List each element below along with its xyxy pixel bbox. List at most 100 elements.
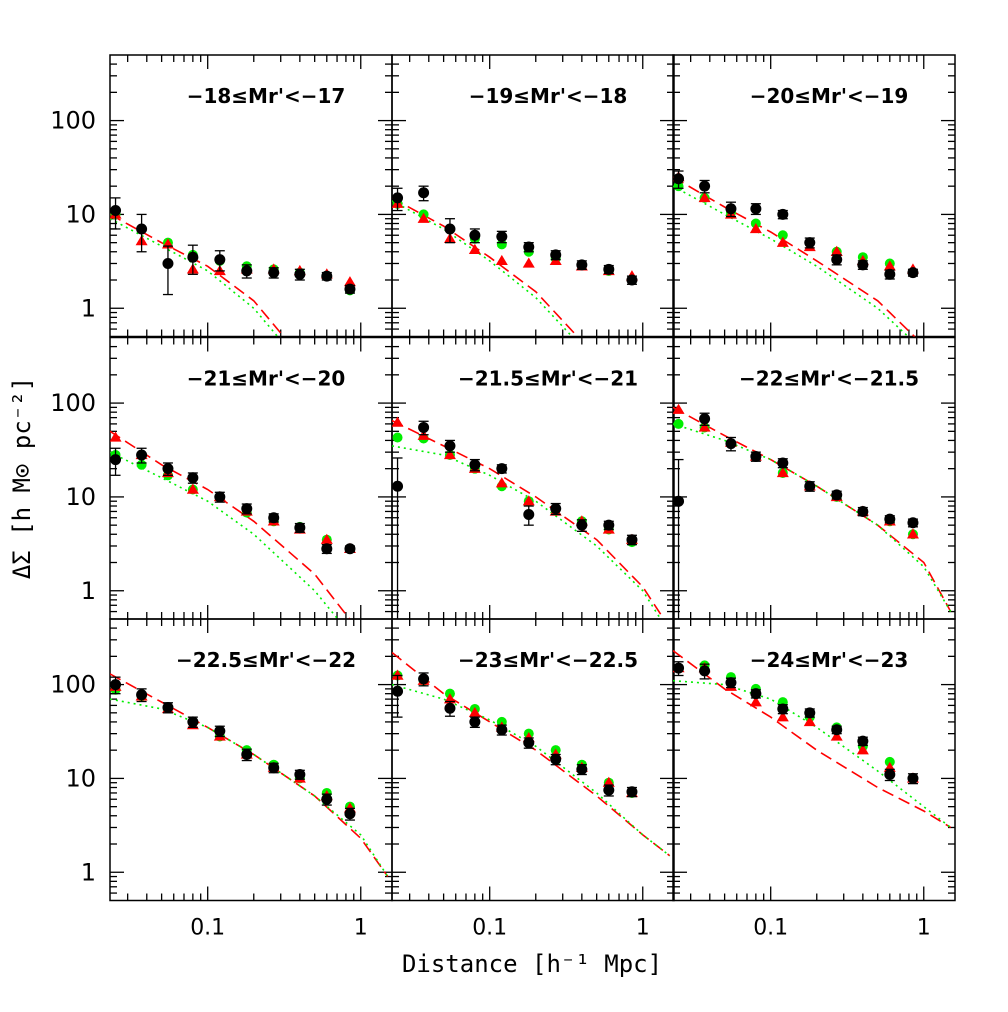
data-point bbox=[214, 491, 226, 503]
panel-title: −23≤Mr'<−22.5 bbox=[458, 648, 638, 672]
data-point bbox=[136, 223, 148, 235]
data-point bbox=[522, 257, 535, 268]
data-point bbox=[417, 212, 430, 223]
data-point bbox=[576, 763, 588, 775]
data-point bbox=[626, 274, 638, 286]
model-curve bbox=[110, 673, 389, 877]
panel: 0.1 1 1 10 100 −22.5≤Mr'<−22 bbox=[50, 618, 393, 941]
y-tick-label: 1 bbox=[81, 577, 96, 605]
data-point bbox=[392, 480, 404, 492]
data-point bbox=[626, 534, 638, 546]
data-point bbox=[699, 665, 711, 677]
data-point bbox=[725, 203, 737, 215]
model-curve bbox=[392, 197, 579, 337]
model-curve bbox=[110, 217, 279, 337]
model-curve bbox=[392, 683, 671, 857]
plot-area bbox=[673, 170, 919, 337]
data-point bbox=[673, 662, 685, 674]
data-point bbox=[268, 267, 280, 279]
data-point bbox=[830, 245, 843, 256]
data-point bbox=[392, 416, 404, 427]
data-point bbox=[110, 454, 122, 466]
data-point bbox=[496, 463, 508, 475]
data-point bbox=[884, 268, 896, 280]
data-point bbox=[294, 522, 306, 534]
panel-title: −22≤Mr'<−21.5 bbox=[739, 367, 919, 391]
data-point bbox=[214, 725, 226, 737]
data-point bbox=[776, 711, 789, 722]
data-point bbox=[162, 463, 174, 475]
model-curve bbox=[392, 419, 665, 619]
plot-area bbox=[673, 649, 952, 829]
panel: −21.5≤Mr'<−21 bbox=[391, 336, 675, 620]
y-axis-label: ΔΣ [h M⊙ pc⁻²] bbox=[8, 377, 36, 579]
x-axis-label: Distance [h⁻¹ Mpc] bbox=[402, 950, 662, 978]
data-point bbox=[884, 769, 896, 781]
data-point bbox=[344, 283, 356, 295]
data-point bbox=[136, 449, 148, 461]
data-point bbox=[496, 231, 508, 243]
data-point bbox=[831, 489, 843, 501]
data-point bbox=[603, 784, 615, 796]
y-tick-label: 100 bbox=[50, 107, 96, 135]
panel: −20≤Mr'<−19 bbox=[672, 54, 956, 338]
data-point bbox=[187, 716, 199, 728]
data-point bbox=[673, 418, 684, 429]
data-point bbox=[603, 263, 615, 275]
data-point bbox=[214, 254, 226, 266]
data-point bbox=[777, 457, 789, 469]
data-point bbox=[495, 254, 508, 266]
y-tick-label: 1 bbox=[81, 294, 96, 322]
data-point bbox=[294, 769, 306, 781]
data-point bbox=[883, 260, 896, 271]
data-point bbox=[469, 716, 481, 728]
data-point bbox=[186, 483, 199, 494]
data-point bbox=[777, 208, 789, 220]
data-point bbox=[444, 702, 456, 714]
data-point bbox=[321, 793, 333, 805]
panel: 0.1 1 −24≤Mr'<−23 bbox=[672, 618, 956, 941]
data-point bbox=[136, 689, 148, 701]
y-tick-label: 1 bbox=[81, 858, 96, 886]
model-curve bbox=[673, 423, 952, 613]
plot-area bbox=[673, 403, 952, 619]
data-point bbox=[241, 748, 253, 760]
plot-area bbox=[110, 430, 356, 619]
x-tick-label: 1 bbox=[354, 916, 368, 941]
data-point bbox=[241, 503, 253, 515]
plot-frame bbox=[672, 618, 956, 902]
data-point bbox=[392, 685, 404, 697]
model-curve bbox=[110, 698, 389, 877]
data-point bbox=[321, 543, 333, 555]
data-point bbox=[443, 693, 456, 704]
model-curve bbox=[392, 445, 662, 619]
model-curve bbox=[673, 176, 916, 337]
data-point bbox=[110, 679, 122, 691]
data-point bbox=[468, 706, 481, 718]
y-tick-label: 10 bbox=[65, 483, 96, 511]
data-point bbox=[268, 762, 280, 774]
model-curve bbox=[673, 649, 952, 829]
model-curve bbox=[673, 679, 952, 829]
data-point bbox=[550, 503, 562, 515]
y-tick-label: 10 bbox=[65, 764, 96, 792]
data-point bbox=[444, 440, 456, 452]
data-point bbox=[750, 203, 762, 215]
data-point bbox=[907, 772, 919, 784]
data-point bbox=[804, 237, 816, 249]
data-point bbox=[392, 669, 404, 680]
x-tick-label: 1 bbox=[917, 916, 931, 941]
data-point bbox=[522, 495, 535, 506]
x-tick-label: 1 bbox=[636, 916, 650, 941]
data-point bbox=[468, 243, 481, 254]
data-point bbox=[698, 191, 711, 203]
data-point bbox=[523, 241, 535, 253]
data-point bbox=[495, 477, 508, 488]
data-point bbox=[831, 254, 843, 266]
data-point bbox=[469, 229, 481, 241]
panel: 0.1 1 −23≤Mr'<−22.5 bbox=[391, 618, 675, 941]
data-point bbox=[344, 543, 356, 555]
data-point bbox=[884, 513, 896, 525]
data-point bbox=[776, 236, 789, 247]
